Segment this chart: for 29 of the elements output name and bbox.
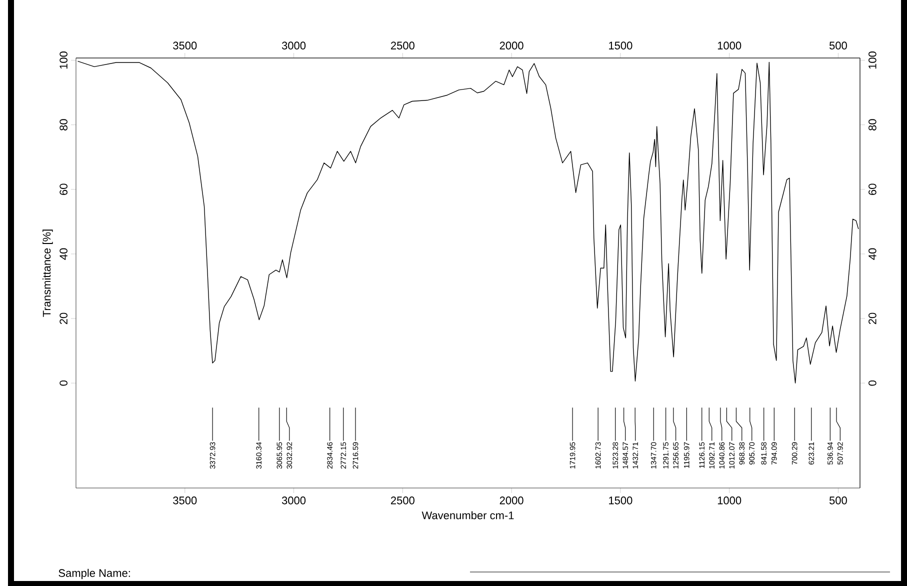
x-tick-label: 3000 bbox=[282, 496, 306, 504]
y2-tick-label: 0 bbox=[868, 380, 876, 386]
y2-tick-label: 80 bbox=[868, 119, 876, 130]
y2-tick-label: 60 bbox=[868, 184, 876, 195]
x-tick-label: 500 bbox=[829, 496, 847, 504]
y-tick-label: 60 bbox=[60, 184, 68, 195]
x2-tick-label: 3000 bbox=[282, 42, 306, 50]
x-axis-title: Wavenumber cm-1 bbox=[422, 511, 514, 520]
y-tick-label: 0 bbox=[60, 380, 68, 386]
x-tick-label: 2500 bbox=[390, 496, 414, 504]
x-tick-label: 1500 bbox=[609, 496, 632, 504]
x-tick-label: 3500 bbox=[173, 496, 197, 504]
x2-tick-label: 1000 bbox=[718, 42, 742, 50]
x-tick-label: 1000 bbox=[718, 496, 742, 504]
y-tick-label: 40 bbox=[60, 248, 68, 260]
x2-tick-label: 500 bbox=[829, 42, 847, 50]
y2-tick-label: 100 bbox=[868, 52, 876, 69]
x2-tick-label: 1500 bbox=[609, 42, 632, 50]
x2-tick-label: 3500 bbox=[173, 42, 197, 50]
y-tick-label: 80 bbox=[60, 119, 68, 130]
y-tick-label: 20 bbox=[60, 312, 68, 324]
y-tick-label: 100 bbox=[60, 52, 68, 69]
y2-tick-label: 20 bbox=[868, 312, 876, 324]
y-axis-title: Transmittance [%] bbox=[42, 230, 53, 317]
text: Sample Name: bbox=[58, 568, 130, 580]
y2-tick-label: 40 bbox=[868, 248, 876, 260]
x-tick-label: 2000 bbox=[500, 496, 524, 504]
x2-tick-label: 2500 bbox=[390, 42, 414, 50]
x2-tick-label: 2000 bbox=[500, 42, 524, 50]
